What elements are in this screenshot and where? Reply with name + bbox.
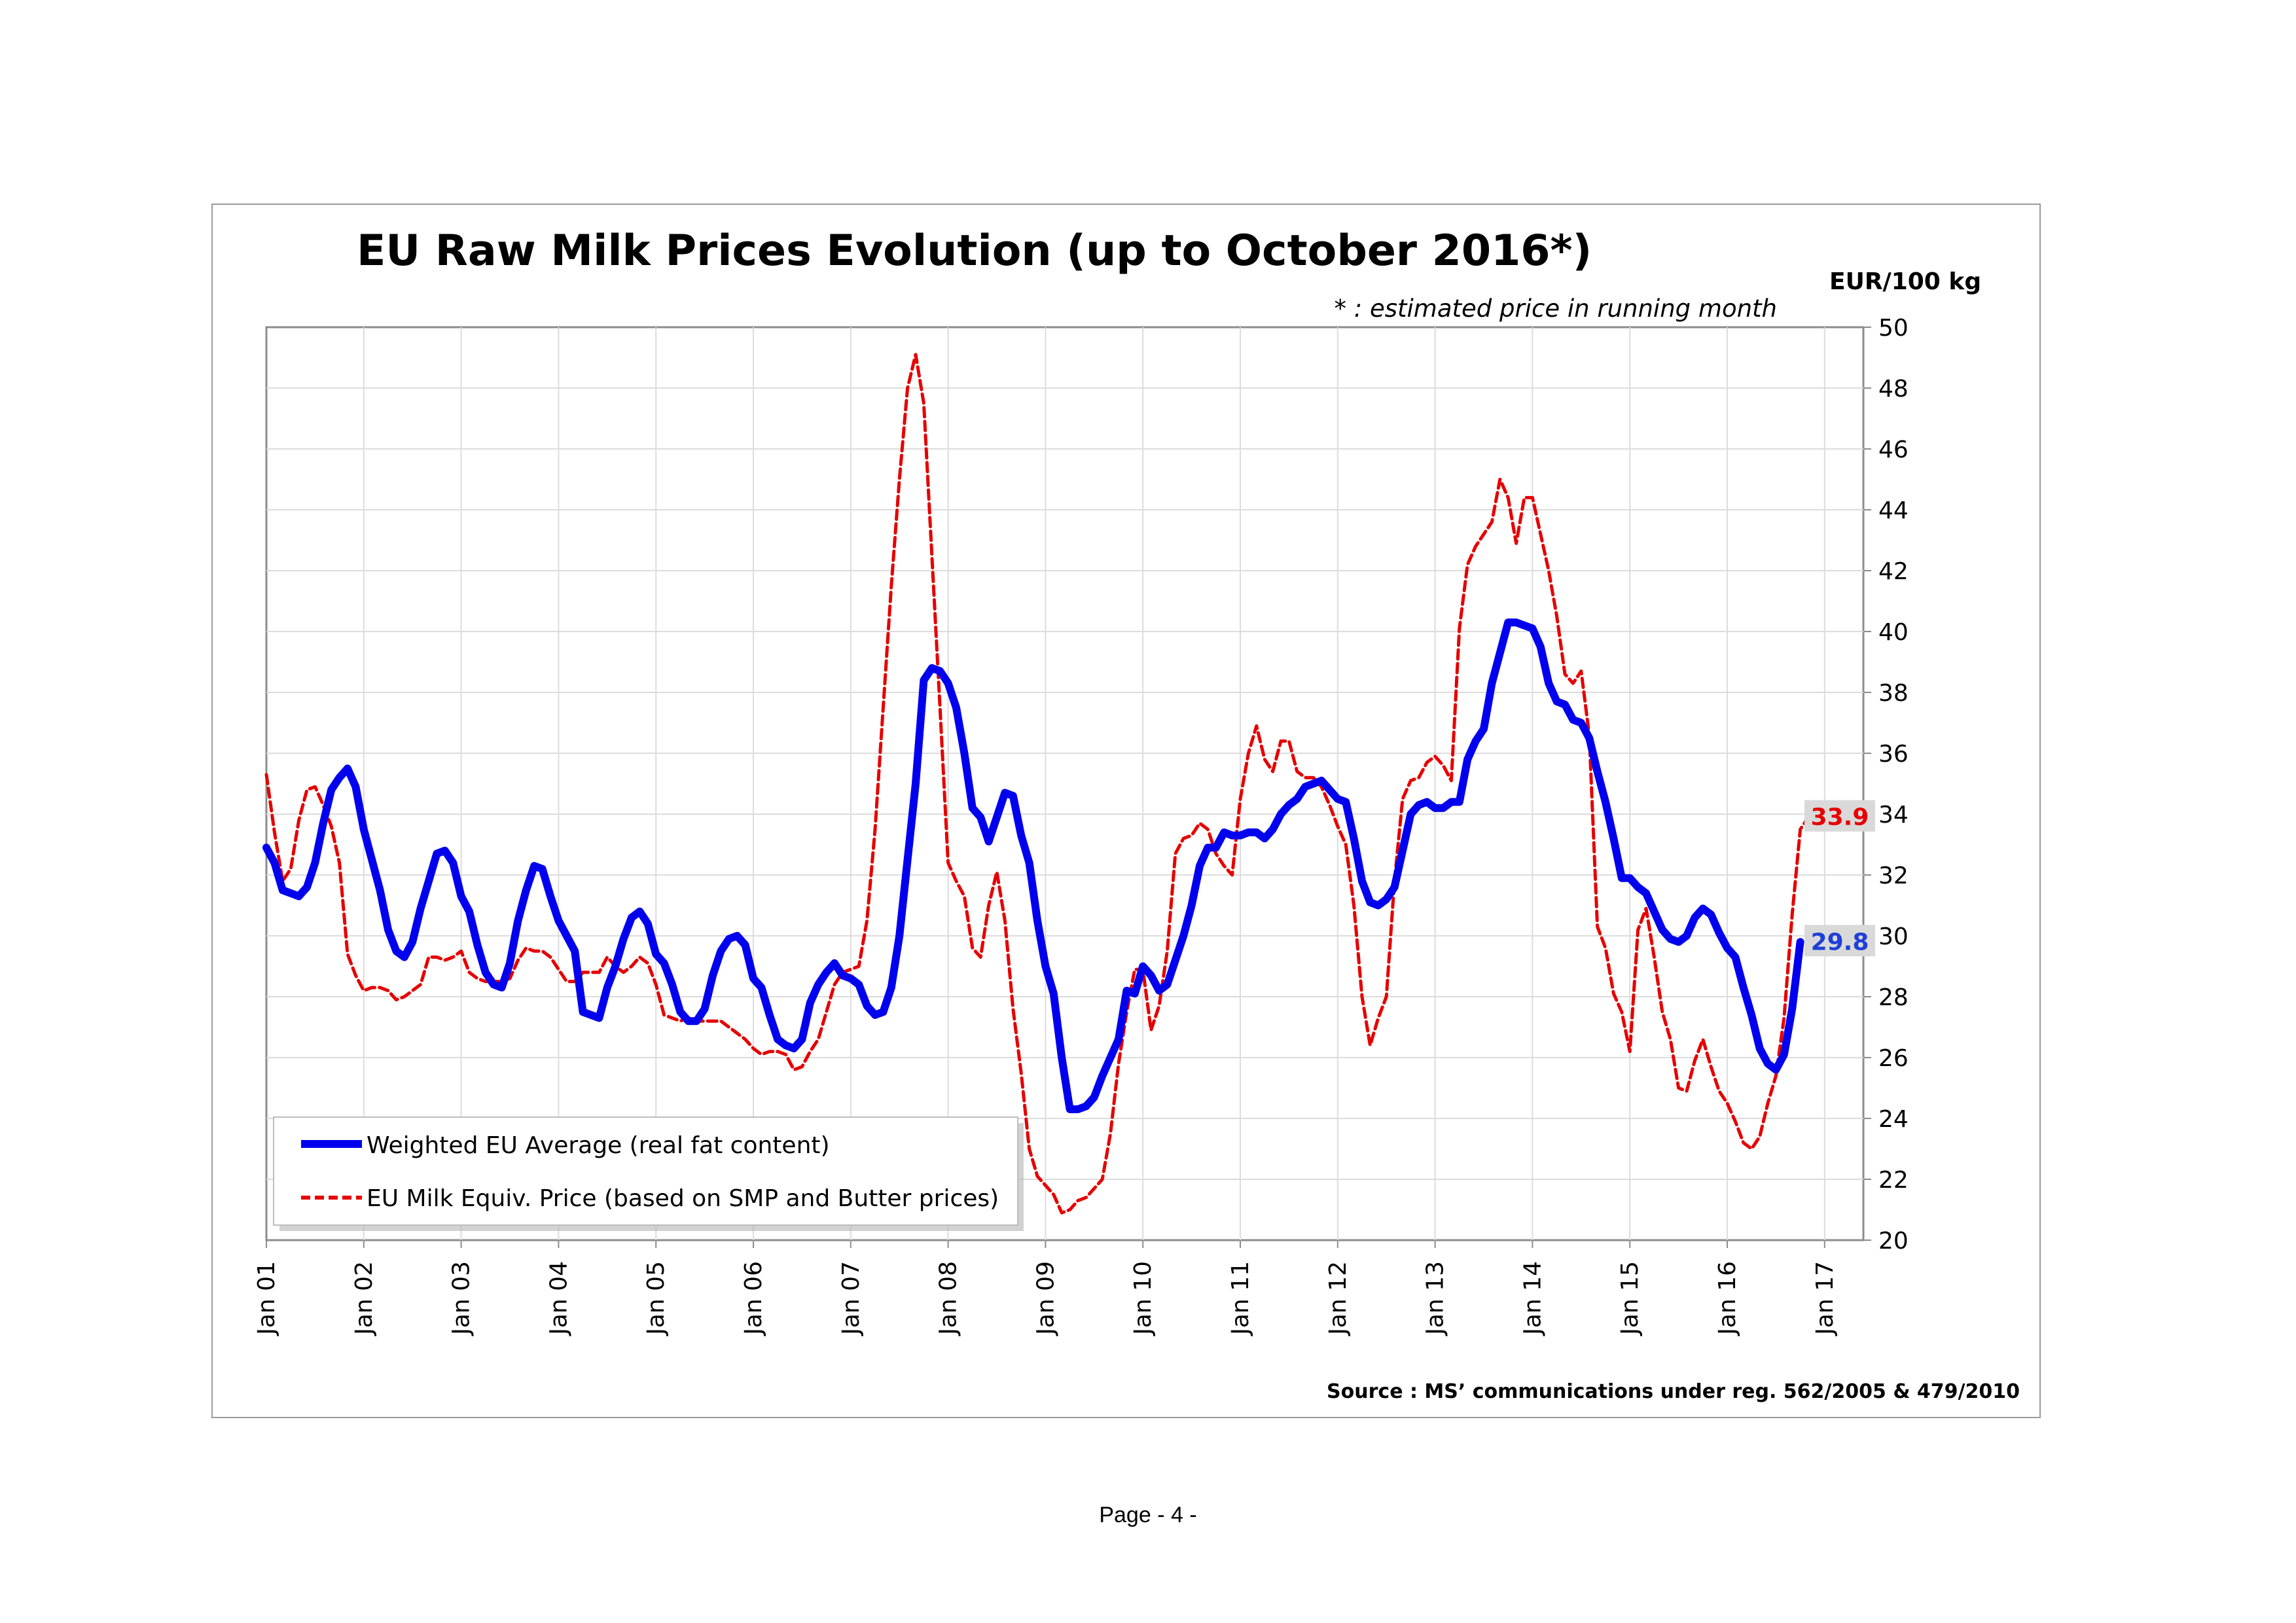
y-tick-label: 28 bbox=[1878, 984, 1909, 1011]
legend-label-weighted-average: Weighted EU Average (real fat content) bbox=[367, 1132, 830, 1159]
y-axis-unit: EUR/100 kg bbox=[1829, 268, 1981, 295]
series-lines bbox=[262, 353, 1810, 1215]
chart-frame bbox=[211, 204, 2041, 1418]
y-tick-label: 46 bbox=[1878, 437, 1909, 463]
end-label-weighted-average: 29.8 bbox=[1804, 925, 1875, 957]
svg-text:29.8: 29.8 bbox=[1811, 929, 1869, 955]
svg-text:33.9: 33.9 bbox=[1811, 804, 1869, 831]
source-note: Source : MS’ communications under reg. 5… bbox=[1327, 1380, 2020, 1403]
gridlines bbox=[266, 327, 1863, 1240]
end-value-labels: 29.8 33.9 bbox=[1804, 800, 1875, 957]
y-tick-label: 44 bbox=[1878, 497, 1909, 524]
series-line-weighted-average bbox=[262, 618, 1804, 1113]
series-line-milk-equivalent bbox=[264, 353, 1810, 1215]
x-tick-label: Jan 08 bbox=[935, 1261, 962, 1336]
y-axis-ticks: 20 22 24 26 28 30 32 34 36 38 40 42 44 46 48 50 bbox=[1863, 315, 1909, 1255]
x-tick-label: Jan 13 bbox=[1422, 1261, 1449, 1336]
x-tick-label: Jan 17 bbox=[1812, 1261, 1839, 1336]
y-tick-label: 42 bbox=[1878, 558, 1909, 585]
y-tick-label: 40 bbox=[1878, 619, 1909, 646]
end-label-milk-equivalent: 33.9 bbox=[1804, 800, 1875, 832]
y-tick-label: 32 bbox=[1878, 863, 1909, 889]
x-tick-label: Jan 06 bbox=[740, 1261, 767, 1336]
page-footer: Page - 4 - bbox=[1099, 1503, 1197, 1527]
y-tick-label: 34 bbox=[1878, 802, 1909, 829]
x-tick-label: Jan 14 bbox=[1519, 1261, 1546, 1336]
y-tick-label: 48 bbox=[1878, 376, 1909, 402]
x-tick-label: Jan 16 bbox=[1714, 1261, 1741, 1336]
legend-box bbox=[273, 1116, 1018, 1226]
y-tick-label: 26 bbox=[1878, 1045, 1909, 1072]
y-tick-label: 50 bbox=[1878, 315, 1909, 342]
y-tick-label: 38 bbox=[1878, 680, 1909, 707]
x-tick-label: Jan 07 bbox=[838, 1261, 865, 1336]
x-tick-label: Jan 02 bbox=[351, 1261, 378, 1336]
x-tick-label: Jan 03 bbox=[448, 1261, 475, 1336]
y-tick-label: 24 bbox=[1878, 1106, 1909, 1133]
x-tick-label: Jan 04 bbox=[545, 1261, 572, 1336]
x-tick-label: Jan 11 bbox=[1227, 1261, 1254, 1336]
x-tick-label: Jan 10 bbox=[1130, 1261, 1157, 1336]
x-tick-label: Jan 01 bbox=[253, 1261, 280, 1336]
y-tick-label: 20 bbox=[1878, 1228, 1909, 1255]
y-tick-label: 36 bbox=[1878, 741, 1909, 768]
plot-area bbox=[265, 326, 1865, 1241]
x-tick-label: Jan 05 bbox=[643, 1261, 670, 1336]
x-axis-ticks: Jan 01 Jan 02 Jan 03 Jan 04 Jan 05 Jan 06 Jan … bbox=[253, 1240, 1839, 1336]
estimate-note: * : estimated price in running month bbox=[1334, 294, 1777, 323]
chart-title: EU Raw Milk Prices Evolution (up to Octo… bbox=[357, 226, 1592, 276]
legend: Weighted EU Average (real fat content) E… bbox=[273, 1116, 1024, 1231]
legend-label-milk-equivalent: EU Milk Equiv. Price (based on SMP and B… bbox=[367, 1185, 999, 1212]
x-tick-label: Jan 15 bbox=[1617, 1261, 1643, 1336]
x-tick-label: Jan 09 bbox=[1032, 1261, 1059, 1336]
y-tick-label: 30 bbox=[1878, 923, 1909, 950]
y-tick-label: 22 bbox=[1878, 1167, 1909, 1194]
x-tick-label: Jan 12 bbox=[1325, 1261, 1352, 1336]
